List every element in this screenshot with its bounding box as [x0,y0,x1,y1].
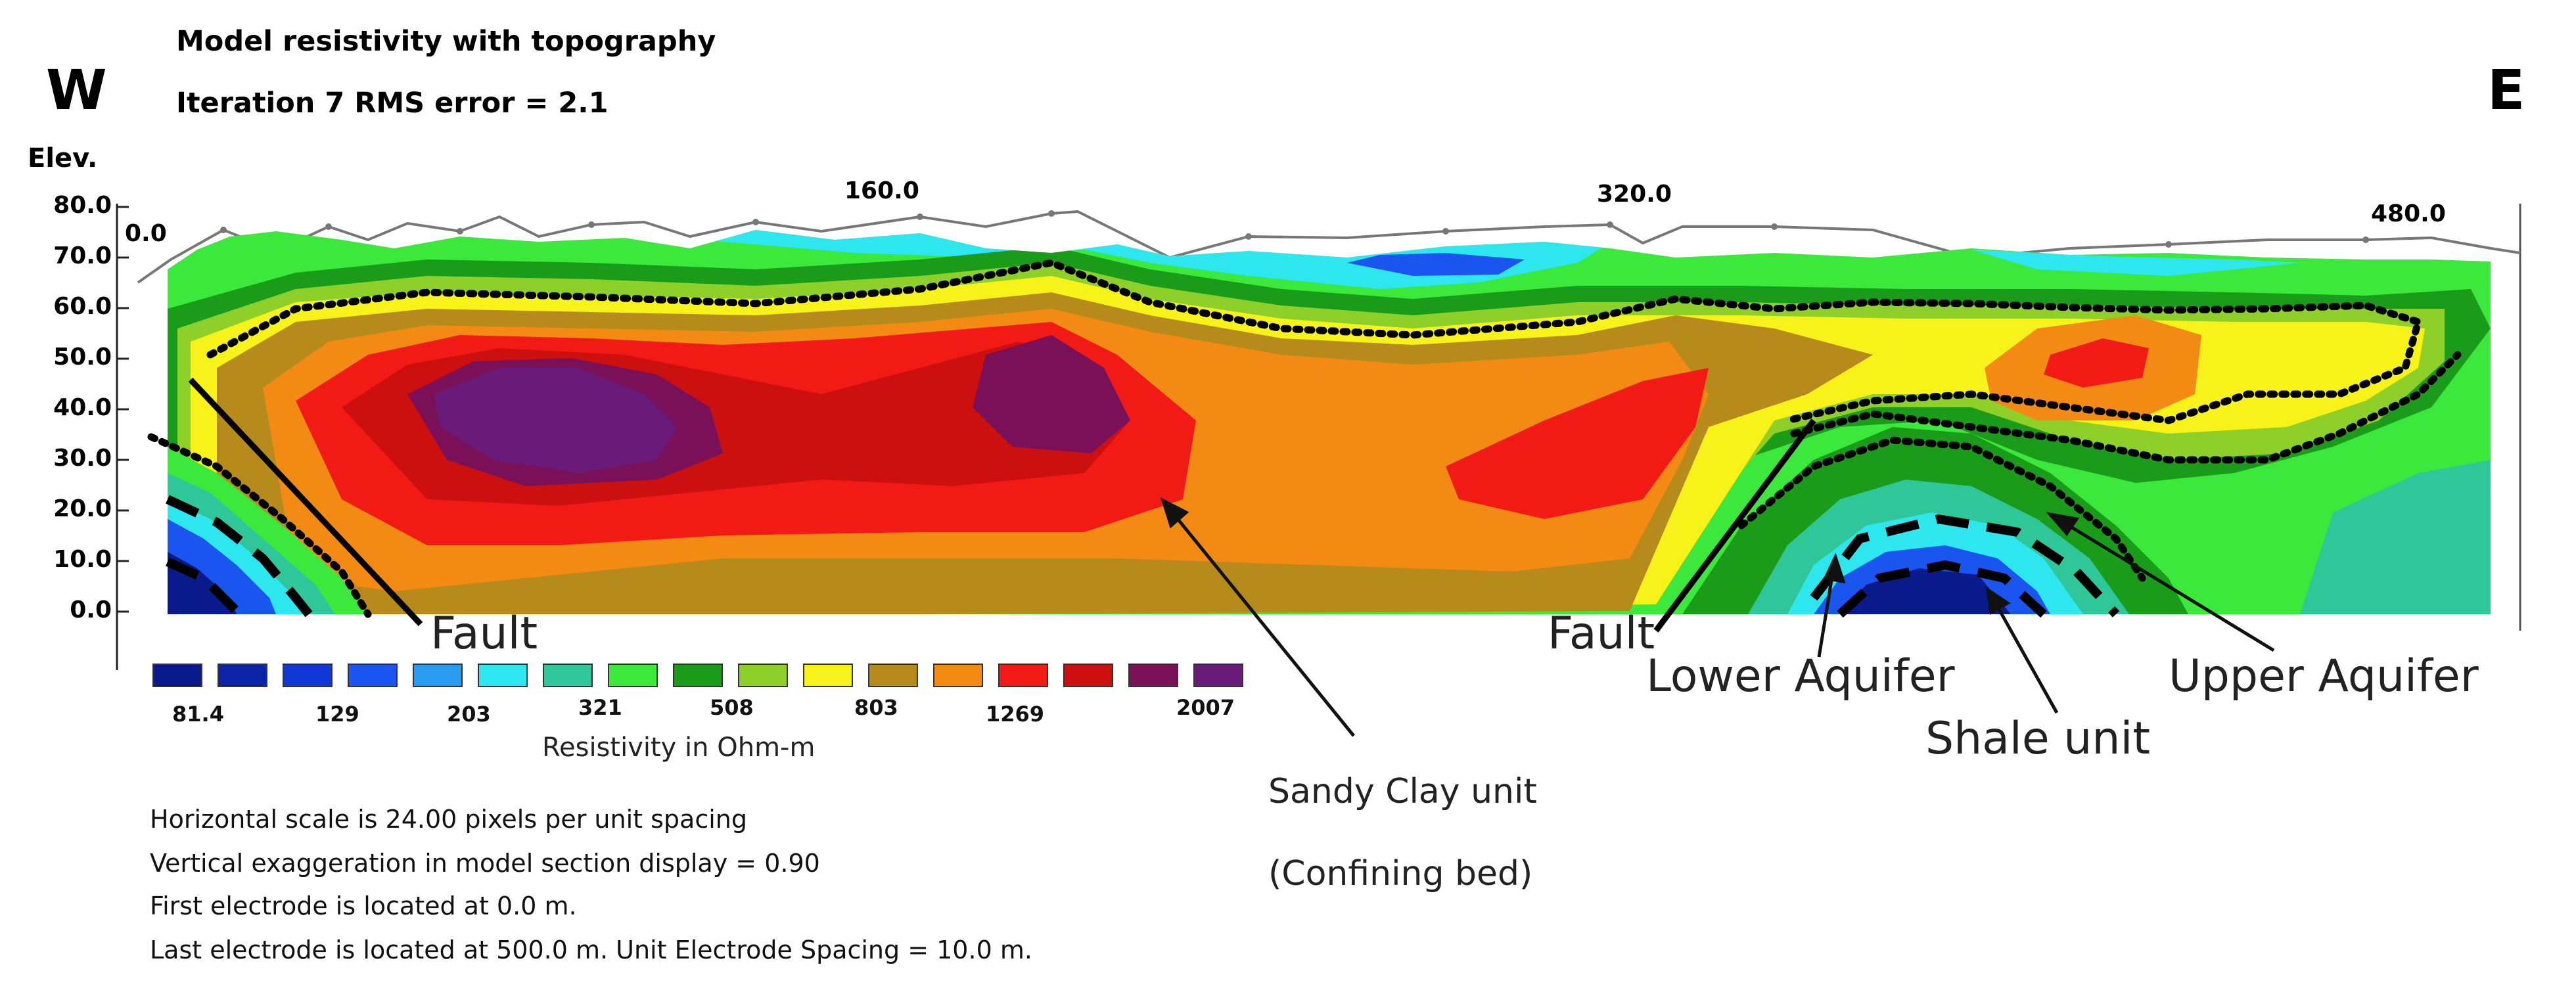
note-line: First electrode is located at 0.0 m. [150,891,577,920]
elev-tick: 0.0 [70,597,112,623]
confining-bed-label: (Confining bed) [1268,854,1533,893]
upper-aquifer-boundary [206,259,2423,424]
legend-value: 321 [578,695,622,720]
note-line: Last electrode is located at 500.0 m. Un… [150,936,1032,964]
elev-tick: 70.0 [53,242,112,269]
contour-cyan-east [1971,250,2300,276]
topography-line [137,210,2521,284]
shale-unit-label: Shale unit [1925,713,2151,765]
legend-value: 203 [447,702,491,727]
legend-swatch [803,664,853,687]
west-label: W [46,58,107,122]
contour-red-east [1446,368,1709,519]
shale-contact-east-inner [1837,560,2047,618]
shale-contact-east [1810,514,2120,618]
fault-label-west: Fault [430,608,538,660]
fault-line-west [188,377,423,627]
legend-swatch [1063,664,1113,687]
legend-swatch [933,664,983,687]
chart-subtitle: Iteration 7 RMS error = 2.1 [176,87,609,120]
legend-caption: Resistivity in Ohm-m [542,733,816,763]
east-inner-boundary [1737,436,2146,582]
legend-swatch [1193,664,1243,687]
east-label: E [2487,58,2525,122]
resistivity-contours [168,230,2491,614]
legend-swatch [348,664,398,687]
shale-contact-west-inner [166,557,240,614]
chart-title: Model resistivity with topography [176,25,716,58]
distance-tick: 160.0 [844,177,919,204]
elevation-tick-marks [117,206,129,613]
legend-value: 508 [710,695,754,720]
contour-maroon-core [973,335,1130,453]
contour-purple-core [434,368,677,473]
elev-tick: 10.0 [53,546,112,573]
legend-value: 1269 [986,702,1045,727]
legend-swatch [283,664,333,687]
shale-contact-west [166,495,313,618]
elev-tick: 80.0 [53,192,112,219]
legend-value: 803 [854,695,898,720]
distance-tick: 0.0 [125,220,167,247]
upper-aquifer-label: Upper Aquifer [2169,650,2479,702]
contour-east-fringe [2300,460,2491,614]
fault-label-east: Fault [1548,608,1655,660]
legend-swatch [868,664,918,687]
sandy-clay-label: Sandy Clay unit [1268,772,1537,811]
elev-tick: 30.0 [53,445,112,472]
legend-swatch [673,664,723,687]
legend-value: 129 [315,702,359,727]
legend-swatch [152,664,202,687]
elevation-axis-label: Elev. [28,143,98,173]
lower-aquifer-boundary [1790,351,2462,464]
legend-swatch [543,664,593,687]
distance-tick: 320.0 [1597,181,1672,208]
legend-swatch [1128,664,1178,687]
note-line: Horizontal scale is 24.00 pixels per uni… [150,805,747,834]
elev-tick: 60.0 [53,293,112,320]
note-line: Vertical exaggeration in model section d… [150,849,820,878]
legend-swatch [413,664,463,687]
distance-tick: 480.0 [2371,200,2446,227]
legend-swatch [738,664,788,687]
contour-red-ne [2044,338,2149,388]
lower-aquifer-label: Lower Aquifer [1646,650,1955,702]
fault-line-east [1653,418,1816,633]
elev-tick: 50.0 [53,344,112,371]
color-legend [152,664,1270,687]
legend-swatch [608,664,658,687]
legend-swatch [218,664,267,687]
elev-tick: 20.0 [53,495,112,522]
electrode-markers [220,210,2369,261]
legend-value: 81.4 [172,702,224,727]
elev-tick: 40.0 [53,394,112,421]
legend-swatch [998,664,1048,687]
west-boundary [147,433,372,618]
contour-blue-surface [1347,253,1525,276]
legend-swatch [478,664,528,687]
legend-value: 2007 [1176,695,1235,720]
annotation-arrows [1160,497,2275,737]
